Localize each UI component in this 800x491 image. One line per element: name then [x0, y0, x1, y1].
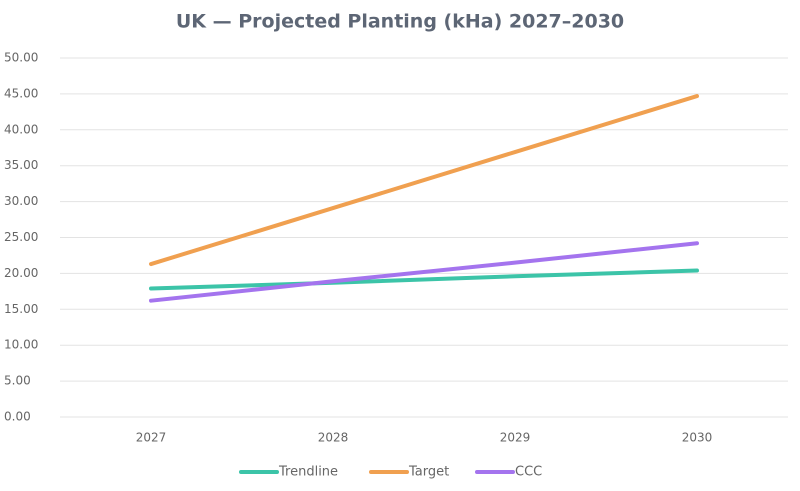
y-tick-label: 50.00	[4, 51, 38, 65]
y-tick-label: 40.00	[4, 122, 38, 136]
series-line	[149, 268, 699, 291]
y-tick-label: 25.00	[4, 230, 38, 244]
y-tick-label: 35.00	[4, 158, 38, 172]
y-tick-label: 10.00	[4, 338, 38, 352]
y-tick-label: 15.00	[4, 302, 38, 316]
legend-label: Target	[408, 465, 449, 480]
series-line	[149, 241, 699, 303]
x-tick-label: 2028	[318, 431, 349, 445]
series-line	[149, 94, 699, 267]
y-tick-label: 5.00	[4, 374, 31, 388]
chart-title: UK — Projected Planting (kHa) 2027–2030	[176, 11, 624, 33]
x-tick-label: 2027	[136, 431, 167, 445]
y-tick-label: 45.00	[4, 86, 38, 100]
y-tick-label: 0.00	[4, 410, 31, 424]
y-tick-label: 20.00	[4, 266, 38, 280]
x-tick-label: 2030	[682, 431, 713, 445]
x-tick-label: 2029	[500, 431, 531, 445]
legend-label: Trendline	[278, 465, 338, 480]
y-tick-label: 30.00	[4, 194, 38, 208]
legend-label: CCC	[515, 465, 542, 480]
